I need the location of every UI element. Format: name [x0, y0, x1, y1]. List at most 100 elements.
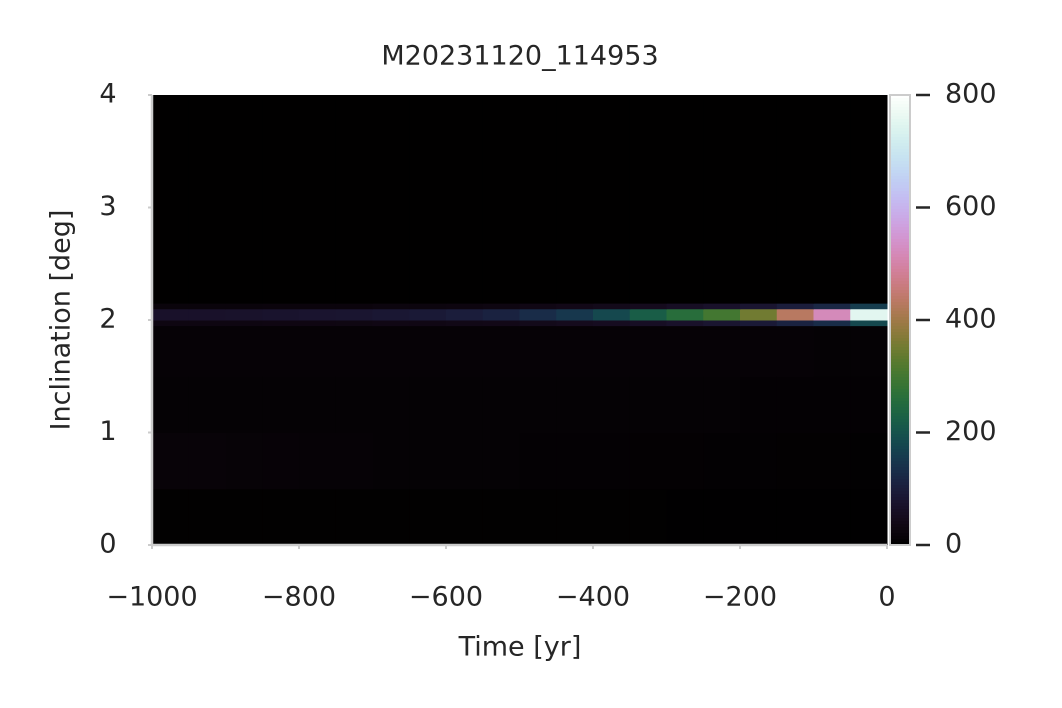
- heatmap-cell: [850, 320, 888, 327]
- heatmap-cell: [482, 303, 520, 310]
- colorbar-strip: [890, 395, 910, 399]
- heatmap-cell: [703, 488, 741, 546]
- heatmap-cell: [850, 95, 888, 304]
- colorbar-strip: [890, 452, 910, 456]
- heatmap-cell: [556, 325, 594, 377]
- heatmap-cell: [776, 325, 814, 377]
- heatmap-cell: [152, 432, 190, 490]
- heatmap-cell: [188, 376, 226, 433]
- heatmap-cell: [152, 95, 190, 304]
- heatmap-cell: [372, 488, 410, 546]
- colorbar-strip: [890, 188, 910, 192]
- colorbar-strip: [890, 95, 910, 99]
- heatmap-cell: [703, 308, 741, 321]
- heatmap-cell: [299, 303, 337, 310]
- colorbar-strip: [890, 467, 910, 471]
- y-tick-label: 0: [99, 529, 116, 560]
- colorbar-strip: [890, 134, 910, 138]
- heatmap-cell: [372, 308, 410, 321]
- heatmap-cell: [372, 325, 410, 377]
- colorbar-strip: [890, 527, 910, 531]
- heatmap-cell: [703, 432, 741, 490]
- colorbar-strip: [890, 458, 910, 462]
- colorbar-strip: [890, 173, 910, 177]
- colorbar-strip: [890, 320, 910, 324]
- colorbar-strip: [890, 296, 910, 300]
- heatmap-cell: [519, 376, 557, 433]
- heatmap-cell: [629, 488, 667, 546]
- colorbar-frame: [889, 94, 911, 546]
- x-axis-label: Time [yr]: [458, 632, 582, 663]
- colorbar-strip: [890, 209, 910, 213]
- colorbar-strip: [890, 464, 910, 468]
- colorbar-strip: [890, 143, 910, 147]
- heatmap-cell: [850, 376, 888, 433]
- colorbar-strip: [890, 332, 910, 336]
- heatmap-cell: [299, 325, 337, 377]
- heatmap-cell: [593, 303, 631, 310]
- colorbar-strip: [890, 251, 910, 255]
- colorbar-strip: [890, 446, 910, 450]
- colorbar-strip: [890, 98, 910, 102]
- x-tick-label: −600: [409, 582, 483, 613]
- heatmap-cell: [593, 325, 631, 377]
- colorbar-strip: [890, 476, 910, 480]
- colorbar-strip: [890, 413, 910, 417]
- colorbar-strip: [890, 383, 910, 387]
- heatmap-cell: [188, 303, 226, 310]
- heatmap-cell: [188, 325, 226, 377]
- heatmap-cell: [666, 325, 704, 377]
- colorbar-strip: [890, 431, 910, 435]
- colorbar-strip: [890, 329, 910, 333]
- heatmap-cell: [225, 432, 263, 490]
- colorbar-strip: [890, 140, 910, 144]
- colorbar-strip: [890, 218, 910, 222]
- heatmap-cell: [850, 432, 888, 490]
- colorbar-strip: [890, 425, 910, 429]
- heatmap-cell: [335, 95, 373, 304]
- heatmap-cell: [409, 432, 447, 490]
- colorbar-strip: [890, 338, 910, 342]
- colorbar-strip: [890, 326, 910, 330]
- heatmap-cell: [776, 488, 814, 546]
- x-tick-label: 0: [878, 582, 895, 613]
- colorbar-strip: [890, 437, 910, 441]
- colorbar-strip: [890, 155, 910, 159]
- heatmap-cell: [482, 95, 520, 304]
- colorbar-strip: [890, 335, 910, 339]
- colorbar-strip: [890, 248, 910, 252]
- heatmap-cell: [519, 325, 557, 377]
- colorbar-strip: [890, 524, 910, 528]
- heatmap-cell: [446, 95, 484, 304]
- colorbar-strip: [890, 290, 910, 294]
- colorbar-strip: [890, 515, 910, 519]
- heatmap-cell: [519, 488, 557, 546]
- heatmap-cell: [446, 320, 484, 327]
- heatmap-cell: [409, 320, 447, 327]
- colorbar-strip: [890, 344, 910, 348]
- heatmap-cell: [666, 95, 704, 304]
- colorbar-tick-label: 400: [945, 304, 997, 335]
- heatmap-cell: [813, 308, 851, 321]
- heatmap-cell: [152, 308, 190, 321]
- colorbar-strip: [890, 203, 910, 207]
- colorbar-strip: [890, 113, 910, 117]
- colorbar-strip: [890, 416, 910, 420]
- heatmap-cell: [335, 308, 373, 321]
- heatmap-cell: [776, 432, 814, 490]
- heatmap-cell: [262, 325, 300, 377]
- heatmap-cell: [593, 376, 631, 433]
- heatmap-cell: [188, 488, 226, 546]
- colorbar-strip: [890, 230, 910, 234]
- colorbar-strip: [890, 377, 910, 381]
- heatmap-cell: [593, 308, 631, 321]
- heatmap-cell: [740, 432, 778, 490]
- heatmap-cell: [372, 95, 410, 304]
- heatmap-cell: [262, 320, 300, 327]
- heatmap-cell: [740, 325, 778, 377]
- heatmap-cell: [666, 320, 704, 327]
- colorbar-strip: [890, 500, 910, 504]
- heatmap-cell: [299, 95, 337, 304]
- heatmap-cell: [335, 376, 373, 433]
- heatmap-cell: [813, 320, 851, 327]
